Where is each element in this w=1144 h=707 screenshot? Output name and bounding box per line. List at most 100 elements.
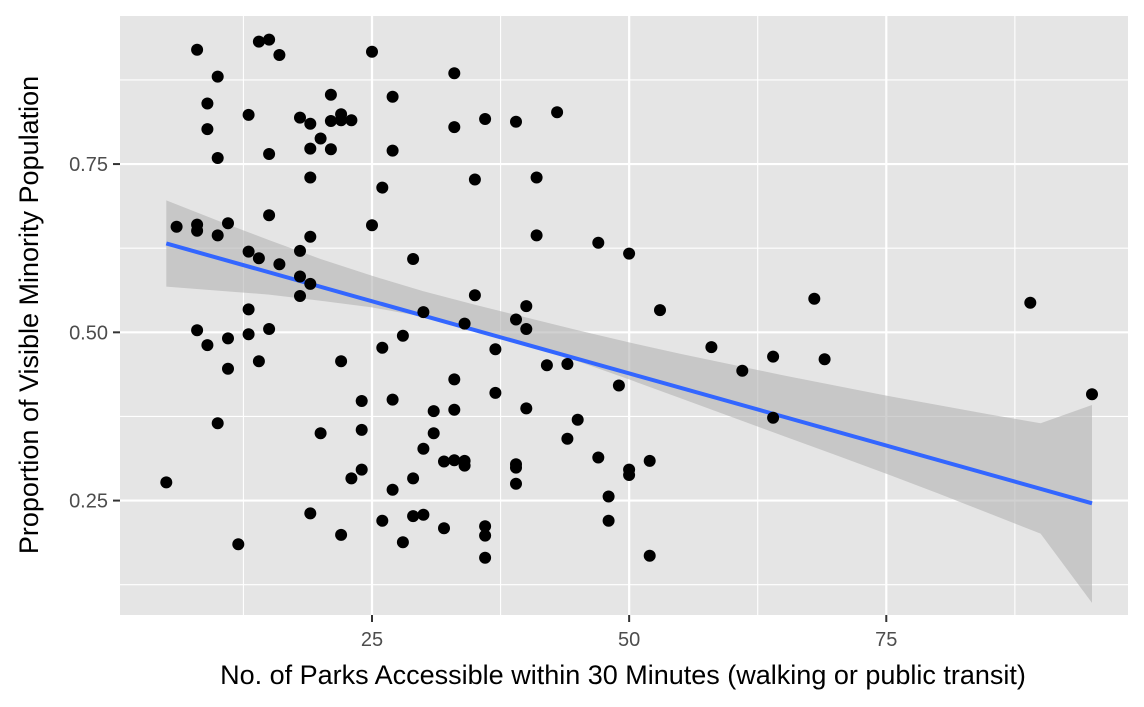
data-point bbox=[304, 171, 317, 184]
data-point bbox=[448, 454, 461, 467]
data-point bbox=[191, 43, 204, 56]
data-point bbox=[201, 97, 214, 110]
data-point bbox=[561, 358, 574, 370]
y-tick-label: 0.75 bbox=[69, 154, 108, 176]
data-point bbox=[448, 403, 461, 416]
data-point bbox=[767, 350, 780, 363]
data-point bbox=[160, 476, 173, 489]
data-point bbox=[602, 490, 615, 503]
data-point bbox=[396, 536, 409, 549]
data-point bbox=[468, 289, 481, 302]
data-point bbox=[335, 355, 348, 368]
data-point bbox=[479, 113, 492, 125]
data-point bbox=[355, 463, 368, 476]
data-point bbox=[510, 115, 522, 128]
data-point bbox=[335, 114, 348, 127]
data-point bbox=[314, 427, 327, 440]
data-point bbox=[458, 317, 471, 330]
data-point bbox=[366, 219, 378, 232]
data-point bbox=[520, 402, 533, 415]
data-point bbox=[602, 514, 615, 527]
data-point bbox=[643, 454, 656, 467]
data-point bbox=[448, 67, 461, 80]
x-tick-label: 25 bbox=[361, 629, 383, 651]
confidence-band-layer bbox=[166, 200, 1093, 603]
major-grid bbox=[120, 16, 1128, 615]
data-point bbox=[396, 329, 409, 342]
data-point bbox=[191, 224, 204, 237]
data-point bbox=[211, 70, 224, 83]
data-point bbox=[520, 300, 533, 313]
data-point bbox=[417, 442, 430, 455]
data-point bbox=[623, 469, 636, 481]
data-point bbox=[222, 332, 234, 345]
data-point bbox=[252, 355, 265, 368]
data-point bbox=[252, 252, 265, 265]
data-point bbox=[1024, 296, 1037, 309]
data-point bbox=[592, 451, 605, 464]
confidence-band bbox=[166, 200, 1093, 603]
data-point bbox=[242, 303, 255, 316]
data-point bbox=[510, 461, 522, 474]
data-point bbox=[294, 111, 306, 124]
y-axis: 0.25 0.50 0.75 bbox=[69, 154, 120, 513]
data-point bbox=[222, 362, 234, 375]
data-point bbox=[530, 229, 543, 242]
data-point bbox=[355, 423, 368, 436]
data-point bbox=[201, 339, 214, 352]
data-point bbox=[592, 236, 605, 249]
data-point bbox=[345, 472, 358, 485]
data-point bbox=[479, 551, 492, 564]
data-point bbox=[417, 508, 430, 521]
data-point bbox=[407, 253, 420, 265]
data-point bbox=[324, 88, 337, 101]
data-point bbox=[232, 538, 245, 551]
data-point bbox=[211, 152, 224, 164]
data-point bbox=[191, 324, 204, 337]
fit-line-layer bbox=[165, 241, 1093, 506]
regression-line bbox=[165, 241, 1093, 506]
data-point bbox=[324, 115, 337, 127]
x-axis-title: No. of Parks Accessible within 30 Minute… bbox=[220, 660, 1026, 690]
data-point bbox=[335, 528, 348, 541]
data-point bbox=[263, 209, 276, 222]
data-point bbox=[294, 290, 306, 302]
data-point bbox=[458, 459, 471, 472]
data-point bbox=[355, 395, 368, 407]
data-point bbox=[468, 173, 481, 186]
plot-panel bbox=[120, 16, 1128, 615]
data-point bbox=[314, 132, 327, 145]
data-point bbox=[571, 413, 584, 426]
data-point bbox=[345, 114, 358, 127]
data-point bbox=[1086, 388, 1098, 401]
data-point bbox=[263, 148, 276, 160]
data-point bbox=[201, 123, 214, 136]
data-point bbox=[386, 483, 399, 496]
data-point bbox=[170, 220, 183, 233]
data-point bbox=[222, 217, 234, 230]
data-point bbox=[304, 117, 317, 130]
data-point bbox=[324, 143, 337, 156]
data-point bbox=[736, 364, 749, 377]
data-point bbox=[654, 304, 666, 317]
data-point bbox=[808, 292, 821, 305]
data-point bbox=[489, 386, 502, 399]
data-point bbox=[376, 514, 389, 527]
data-point bbox=[510, 477, 522, 490]
data-point bbox=[510, 313, 522, 326]
data-point bbox=[376, 341, 389, 354]
data-point bbox=[242, 328, 255, 341]
data-point bbox=[294, 244, 306, 257]
data-point bbox=[386, 144, 399, 157]
data-point bbox=[211, 229, 224, 242]
data-point bbox=[386, 393, 399, 406]
data-point bbox=[489, 343, 502, 356]
data-point bbox=[479, 529, 492, 542]
data-point bbox=[448, 121, 461, 134]
y-axis-title: Proportion of Visible Minority Populatio… bbox=[14, 76, 44, 554]
data-point bbox=[540, 359, 553, 372]
data-point bbox=[273, 258, 286, 271]
data-point bbox=[252, 35, 265, 48]
data-point bbox=[263, 323, 276, 335]
